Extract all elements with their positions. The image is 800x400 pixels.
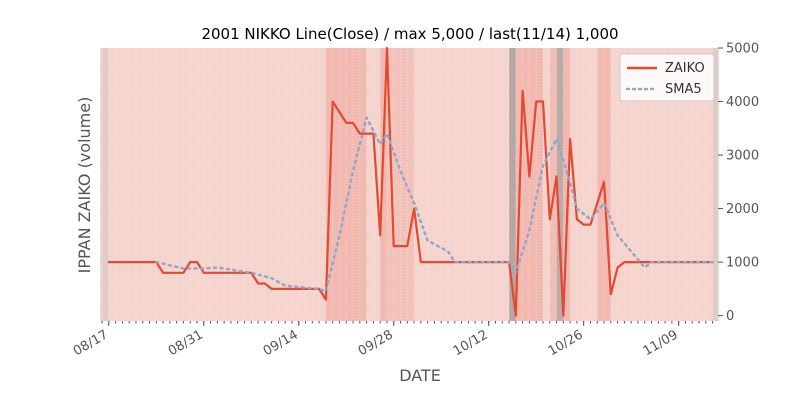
x-tick-label: 09/14 <box>261 327 301 359</box>
band-0 <box>102 48 109 321</box>
legend: ZAIKO SMA5 <box>619 53 715 102</box>
band-6 <box>549 48 557 321</box>
band-1 <box>325 48 367 321</box>
x-tick-label: 10/26 <box>546 327 586 359</box>
y-axis-label: IPPAN ZAIKO (volume) <box>75 97 94 274</box>
legend-label-zaiko: ZAIKO <box>665 61 705 76</box>
band-8 <box>563 48 571 321</box>
y-axis: 0 1000 2000 3000 4000 5000 <box>718 42 759 324</box>
y-tick-label: 2000 <box>726 202 759 217</box>
series-line-sma5 <box>155 116 714 293</box>
y-tick-label: 0 <box>726 309 734 324</box>
x-tick-label: 09/28 <box>356 327 396 359</box>
y-tick-label: 1000 <box>726 256 759 271</box>
band-2 <box>380 48 387 321</box>
legend-label-sma5: SMA5 <box>665 82 702 97</box>
y-tick-label: 4000 <box>726 95 759 110</box>
x-tick-label: 08/31 <box>166 327 206 359</box>
x-tick-label: 11/09 <box>641 327 681 359</box>
band-10 <box>712 48 720 321</box>
x-tick-label: 08/17 <box>71 327 111 359</box>
band-4 <box>509 48 516 321</box>
legend-box <box>619 53 715 102</box>
band-7 <box>556 48 564 321</box>
chart-title: 2001 NIKKO Line(Close) / max 5,000 / las… <box>201 25 618 43</box>
x-axis-label: DATE <box>399 366 441 385</box>
y-tick-label: 5000 <box>726 42 759 57</box>
series-line-zaiko <box>107 46 714 317</box>
series-lines <box>107 46 714 317</box>
x-axis: 08/17 08/31 09/14 09/28 10/12 10/26 11/09 <box>71 321 714 359</box>
y-tick-label: 3000 <box>726 149 759 164</box>
x-tick-label: 10/12 <box>451 327 491 359</box>
